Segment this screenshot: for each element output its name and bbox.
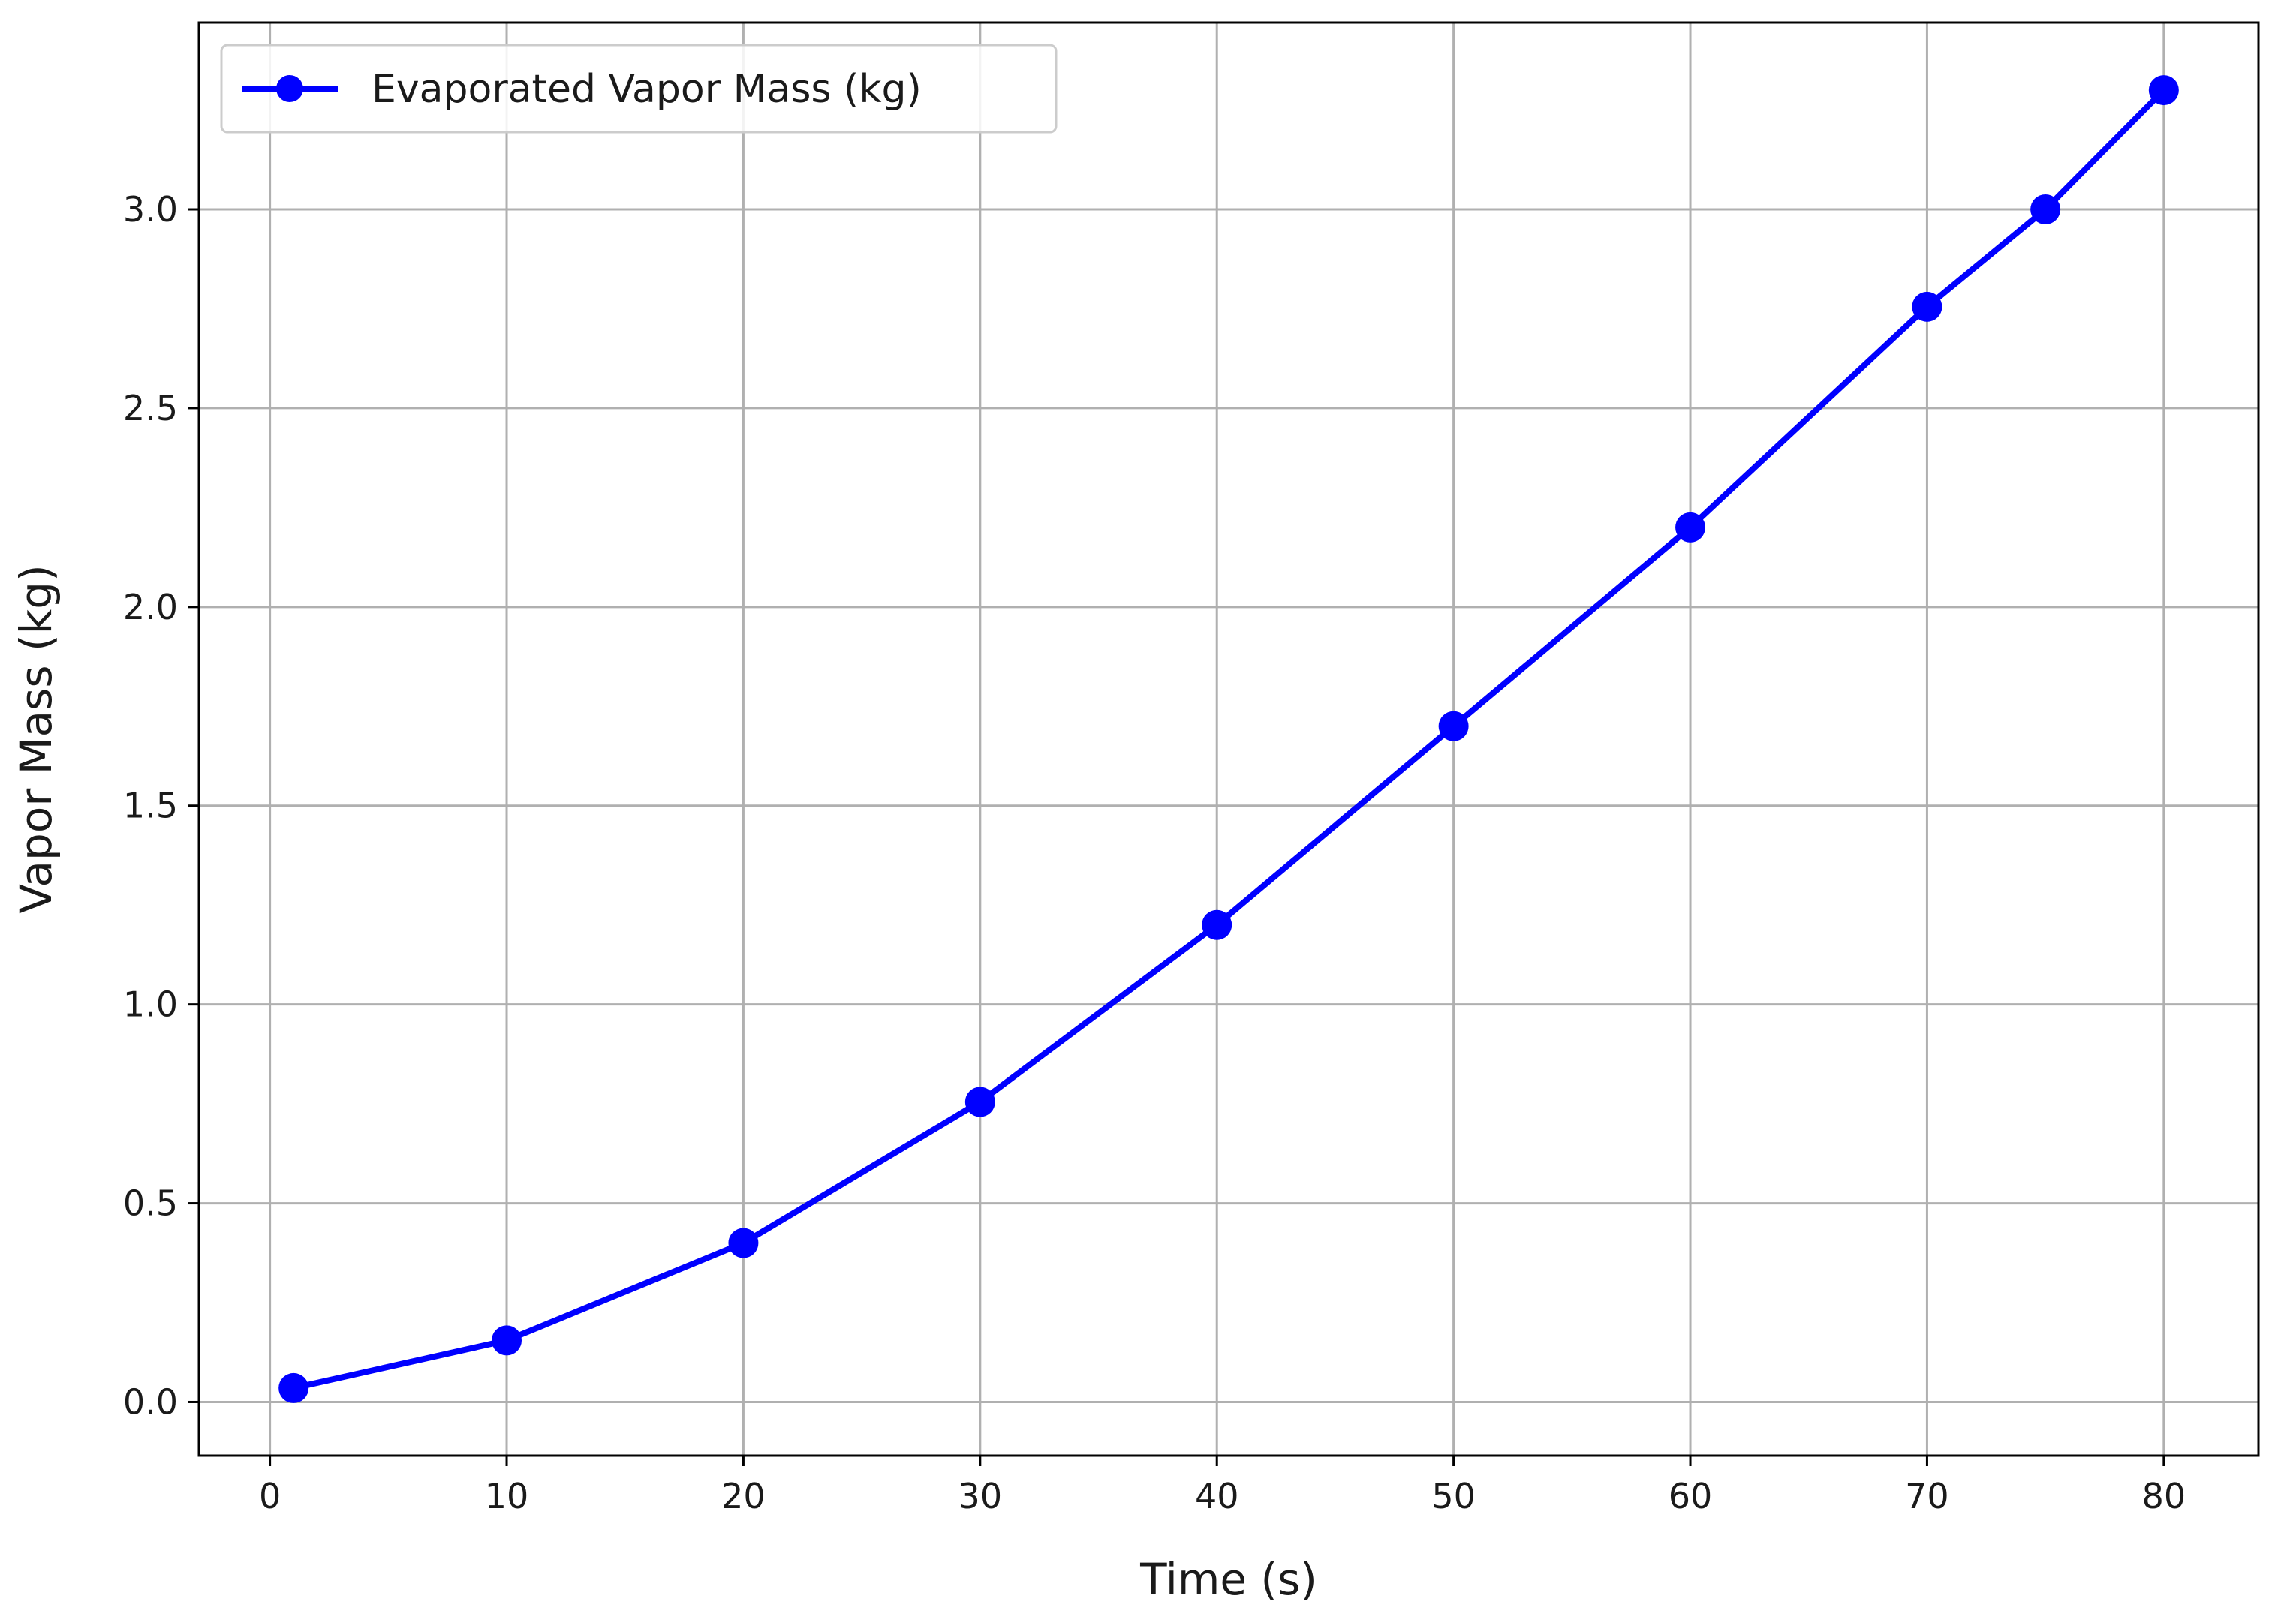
y-tick-label: 0.0: [123, 1381, 178, 1422]
data-point: [278, 1372, 309, 1403]
data-point: [1202, 909, 1232, 940]
y-tick-label: 1.0: [123, 984, 178, 1025]
data-point: [1438, 711, 1469, 741]
y-tick-label: 2.0: [123, 587, 178, 627]
y-tick-label: 2.5: [123, 388, 178, 428]
x-tick-label: 20: [721, 1476, 766, 1516]
legend: Evaporated Vapor Mass (kg): [220, 44, 1058, 134]
data-point: [964, 1087, 995, 1117]
data-point: [2148, 75, 2179, 106]
legend-marker-swatch: [276, 75, 303, 102]
x-tick-label: 30: [958, 1476, 1003, 1516]
y-tick-label: 1.5: [123, 786, 178, 826]
x-tick-label: 60: [1669, 1476, 1713, 1516]
data-point: [492, 1325, 522, 1356]
legend-box: [220, 44, 1058, 134]
x-tick-label: 70: [1905, 1476, 1949, 1516]
series-line: [293, 88, 2166, 1391]
plot-frame: [197, 21, 2260, 1457]
data-point: [1675, 512, 1706, 543]
y-axis-label: Vapor Mass (kg): [11, 564, 62, 913]
legend-label: Evaporated Vapor Mass (kg): [372, 67, 922, 112]
x-tick-label: 40: [1195, 1476, 1239, 1516]
data-point: [1912, 291, 1942, 322]
grid-lines: [199, 23, 2258, 1456]
x-tick-label: 10: [485, 1476, 529, 1516]
data-point: [728, 1228, 759, 1258]
x-tick-label: 50: [1431, 1476, 1476, 1516]
series-layer: [278, 75, 2179, 1403]
x-tick-label: 0: [259, 1476, 281, 1516]
data-point: [2030, 194, 2061, 225]
y-tick-label: 0.5: [123, 1183, 178, 1224]
x-axis-label: Time (s): [1139, 1554, 1317, 1605]
y-tick-label: 3.0: [123, 189, 178, 230]
x-tick-label: 80: [2142, 1476, 2186, 1516]
axis-ticks: 0 10 20 30 40 50 60 70 80 0.0 0.5 1.0 1.5 2.0 2.5 3.0: [123, 189, 2186, 1516]
